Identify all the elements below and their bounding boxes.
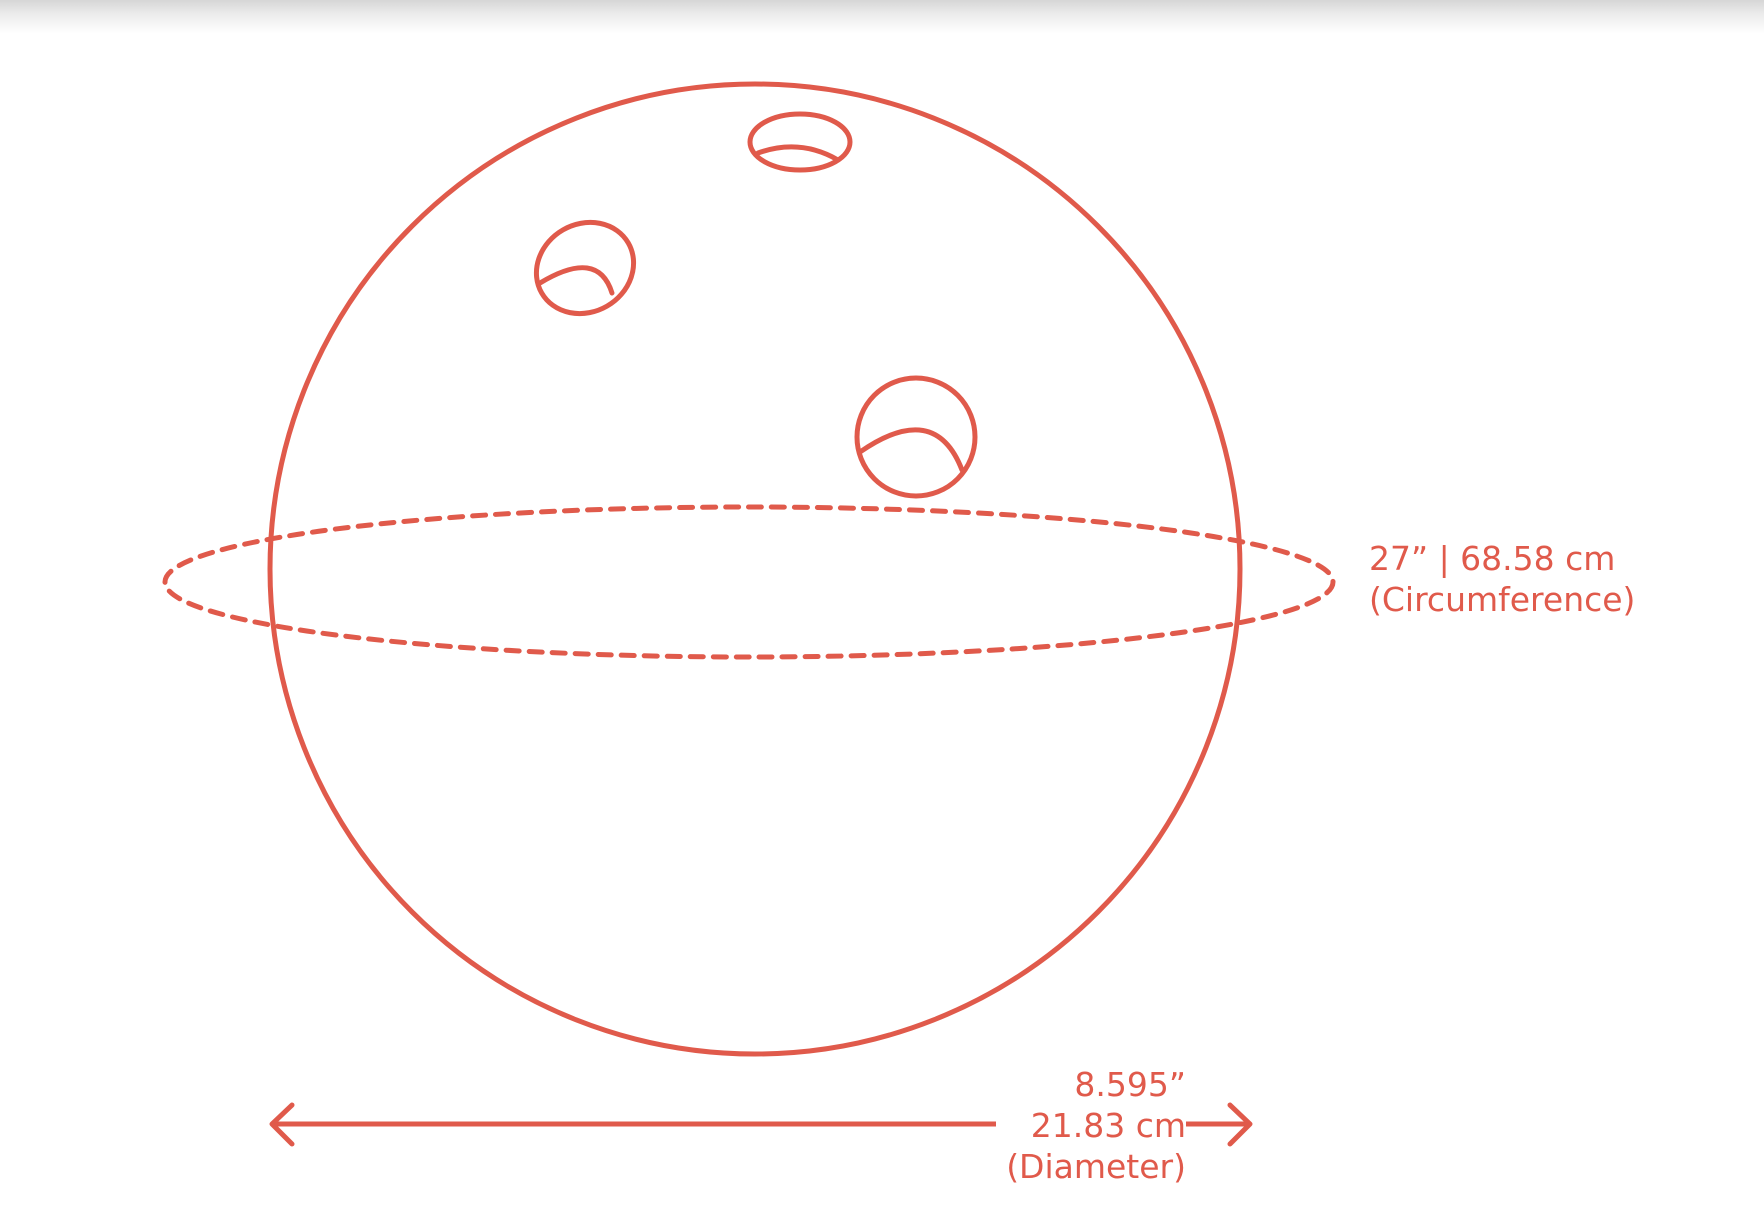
diameter-inches: 8.595” <box>1074 1065 1186 1104</box>
circumference-label: 27” | 68.58 cm (Circumference) <box>1369 538 1635 620</box>
top-shadow-edge <box>0 0 1764 34</box>
circumference-ring <box>162 504 1336 660</box>
finger-hole-top <box>747 111 853 173</box>
thumb-hole <box>854 375 978 499</box>
finger-hole-left <box>533 219 637 317</box>
diameter-label: 8.595” 21.83 cm (Diameter) <box>996 1064 1186 1187</box>
diameter-caption: (Diameter) <box>1006 1147 1186 1186</box>
circumference-measure: 27” | 68.58 cm <box>1369 539 1616 578</box>
diameter-cm: 21.83 cm <box>1030 1106 1186 1145</box>
circumference-caption: (Circumference) <box>1369 580 1636 619</box>
ball-outline <box>267 81 1243 1057</box>
